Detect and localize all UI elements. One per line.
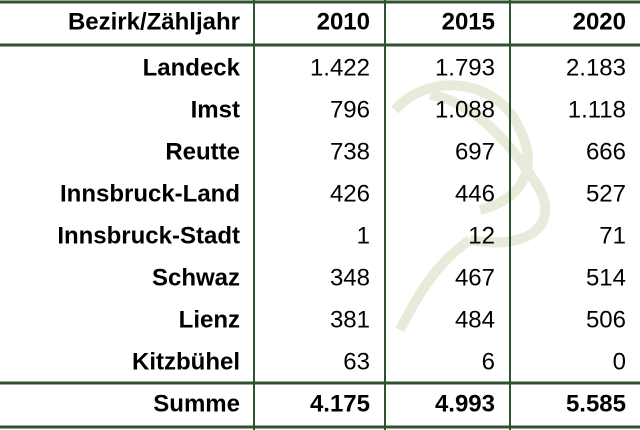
cell: 666 [586,138,626,165]
total-cell: 4.993 [435,390,495,417]
cell: 381 [330,306,370,333]
row-label: Schwaz [152,264,240,291]
cell: 6 [482,348,495,375]
header-cell: 2015 [442,8,495,35]
row-label: Lienz [179,306,240,333]
header-cell: 2020 [573,8,626,35]
cell: 0 [613,348,626,375]
total-cell: Summe [153,390,240,417]
cell: 426 [330,180,370,207]
row-label: Landeck [143,54,241,81]
watermark [391,80,551,333]
row-label: Reutte [165,138,240,165]
cell: 71 [599,222,626,249]
cell: 697 [455,138,495,165]
cell: 796 [330,96,370,123]
row-label: Kitzbühel [132,348,240,375]
cell: 12 [468,222,495,249]
cell: 446 [455,180,495,207]
cell: 484 [455,306,495,333]
row-label: Innsbruck-Stadt [57,222,240,249]
row-label: Innsbruck-Land [60,180,240,207]
row-label: Imst [191,96,240,123]
total-cell: 5.585 [566,390,626,417]
cell: 348 [330,264,370,291]
cell: 63 [343,348,370,375]
cell: 1.422 [310,54,370,81]
cell: 527 [586,180,626,207]
cell: 506 [586,306,626,333]
total-cell: 4.175 [310,390,370,417]
header-cell: Bezirk/Zähljahr [68,8,240,35]
cell: 514 [586,264,626,291]
cell: 1.088 [435,96,495,123]
cell: 1.118 [568,96,626,123]
cell: 738 [330,138,370,165]
cell: 1 [357,222,370,249]
header-cell: 2010 [317,8,370,35]
cell: 2.183 [566,54,626,81]
cell: 1.793 [435,54,495,81]
cell: 467 [455,264,495,291]
